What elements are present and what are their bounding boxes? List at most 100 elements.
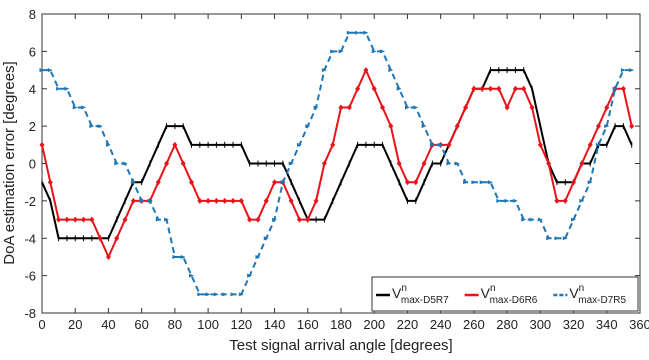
y-tick-label: -6 (24, 269, 36, 284)
point (130, 197, 136, 204)
point (330, 141, 336, 148)
point (288, 197, 294, 204)
point (404, 105, 410, 110)
point (471, 180, 477, 185)
point (197, 292, 203, 297)
point (529, 104, 535, 111)
y-axis-label: DoA estimation error [degrees] (1, 61, 18, 264)
point (130, 180, 136, 185)
point (238, 197, 244, 204)
point (164, 160, 170, 167)
point (463, 104, 469, 111)
legend-subscript: max-D7R5 (578, 295, 626, 306)
point (39, 141, 45, 148)
point (180, 254, 186, 259)
point (496, 85, 502, 92)
point (255, 254, 261, 259)
point (371, 85, 377, 92)
point (189, 179, 194, 186)
y-tick-label: 6 (29, 44, 36, 59)
point (521, 217, 527, 222)
point (39, 68, 45, 73)
point (89, 124, 95, 129)
x-tick-label: 260 (463, 317, 485, 332)
x-axis-label: Test signal arrival angle [degrees] (229, 337, 452, 354)
y-tick-label: 4 (29, 82, 36, 97)
point (89, 216, 95, 223)
point (479, 85, 485, 92)
point (629, 68, 635, 73)
point (64, 86, 70, 91)
point (296, 142, 302, 147)
point (321, 68, 327, 73)
point (504, 198, 510, 203)
y-tick-label: -4 (24, 231, 36, 246)
series-line (41, 67, 633, 260)
point (562, 197, 568, 204)
point (355, 85, 361, 92)
point (396, 86, 402, 91)
point (488, 85, 493, 92)
point (321, 160, 327, 167)
legend-box (371, 276, 639, 312)
point (155, 179, 161, 186)
point (230, 197, 236, 204)
point (554, 236, 560, 241)
point (554, 197, 560, 204)
point (595, 142, 601, 147)
point (272, 217, 278, 222)
point (247, 216, 253, 223)
x-tick-label: 360 (629, 317, 649, 332)
point (72, 105, 78, 110)
point (380, 49, 386, 54)
x-tick-label: 280 (496, 317, 518, 332)
point (512, 198, 518, 203)
point (346, 30, 352, 35)
point (238, 292, 244, 297)
point (213, 197, 219, 204)
point (446, 141, 452, 148)
point (396, 160, 402, 167)
x-tick-label: 60 (134, 317, 148, 332)
point (197, 197, 203, 204)
point (363, 30, 369, 35)
x-tick-label: 140 (264, 317, 286, 332)
point (272, 179, 278, 186)
point (521, 85, 527, 92)
point (172, 141, 178, 148)
point (155, 217, 161, 222)
point (404, 179, 410, 186)
point (579, 198, 585, 203)
point (222, 197, 228, 204)
point (587, 141, 593, 148)
point (313, 197, 319, 204)
y-tick-label: -2 (24, 194, 36, 209)
point (72, 216, 78, 223)
point (388, 123, 394, 130)
point (189, 273, 194, 278)
point (504, 104, 510, 111)
y-tick-label: -8 (24, 306, 36, 321)
point (413, 105, 419, 110)
point (355, 30, 361, 35)
x-tick-label: 320 (563, 317, 585, 332)
point (587, 180, 593, 185)
point (205, 292, 211, 297)
point (97, 124, 103, 129)
x-tick-label: 300 (529, 317, 551, 332)
point (64, 216, 70, 223)
point (47, 179, 53, 186)
point (488, 180, 493, 185)
point (114, 161, 120, 166)
y-tick-label: 0 (29, 157, 36, 172)
point (421, 160, 427, 167)
point (546, 236, 552, 241)
point (512, 85, 518, 92)
point (546, 160, 552, 167)
legend-subscript: max-D5R7 (401, 295, 449, 306)
point (296, 216, 302, 223)
point (471, 85, 477, 92)
legend-superscript: n (401, 283, 407, 294)
point (139, 198, 145, 203)
